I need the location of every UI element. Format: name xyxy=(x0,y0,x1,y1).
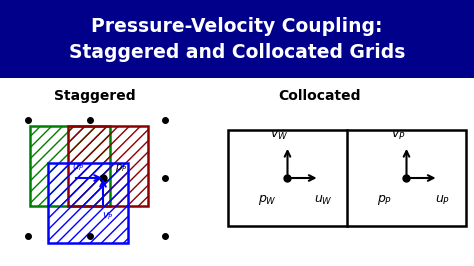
Bar xyxy=(30,126,110,206)
Bar xyxy=(228,130,466,226)
Text: $v_W$: $v_W$ xyxy=(270,129,289,142)
Text: $v_P$: $v_P$ xyxy=(102,210,114,222)
Text: $p_P$: $p_P$ xyxy=(377,193,392,207)
Bar xyxy=(0,0,474,78)
Text: $u_P$: $u_P$ xyxy=(72,161,84,173)
Text: Staggered: Staggered xyxy=(54,89,136,103)
Text: $u_W$: $u_W$ xyxy=(314,193,333,207)
Bar xyxy=(48,163,128,243)
Text: $v_P$: $v_P$ xyxy=(391,129,406,142)
Text: $u_P$: $u_P$ xyxy=(435,193,450,207)
Text: $p_W$: $p_W$ xyxy=(258,193,277,207)
Bar xyxy=(68,126,148,206)
Text: $p_P$: $p_P$ xyxy=(115,162,127,174)
Text: Collocated: Collocated xyxy=(279,89,361,103)
Text: Staggered and Collocated Grids: Staggered and Collocated Grids xyxy=(69,43,405,61)
Text: Pressure-Velocity Coupling:: Pressure-Velocity Coupling: xyxy=(91,16,383,35)
